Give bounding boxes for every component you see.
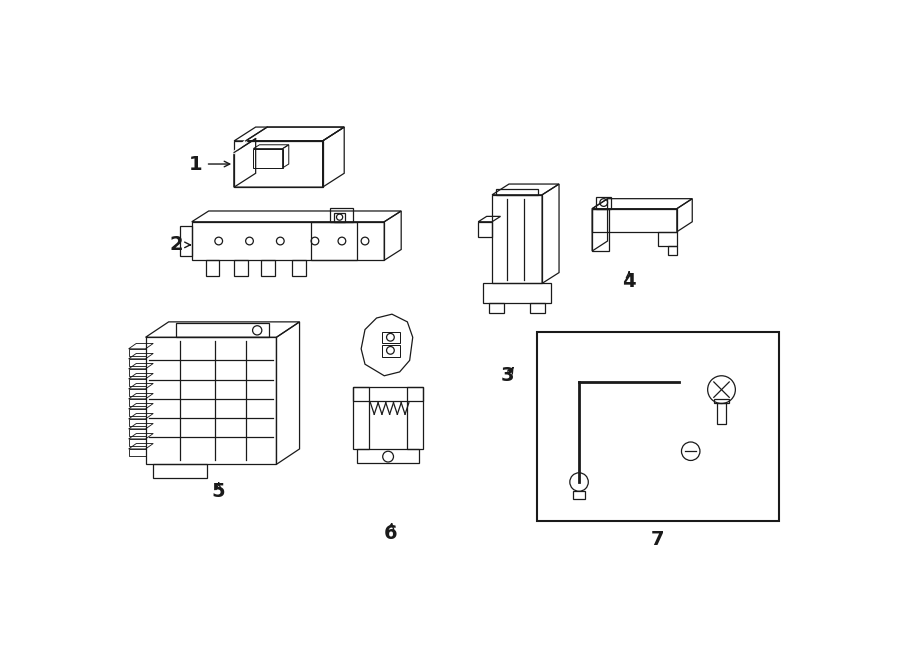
Text: 7: 7 — [651, 530, 664, 549]
Text: 4: 4 — [622, 272, 636, 292]
Text: 1: 1 — [189, 155, 202, 174]
Text: 3: 3 — [500, 366, 514, 385]
Text: 2: 2 — [169, 235, 184, 254]
Text: 6: 6 — [383, 524, 397, 543]
Text: 5: 5 — [212, 482, 226, 501]
